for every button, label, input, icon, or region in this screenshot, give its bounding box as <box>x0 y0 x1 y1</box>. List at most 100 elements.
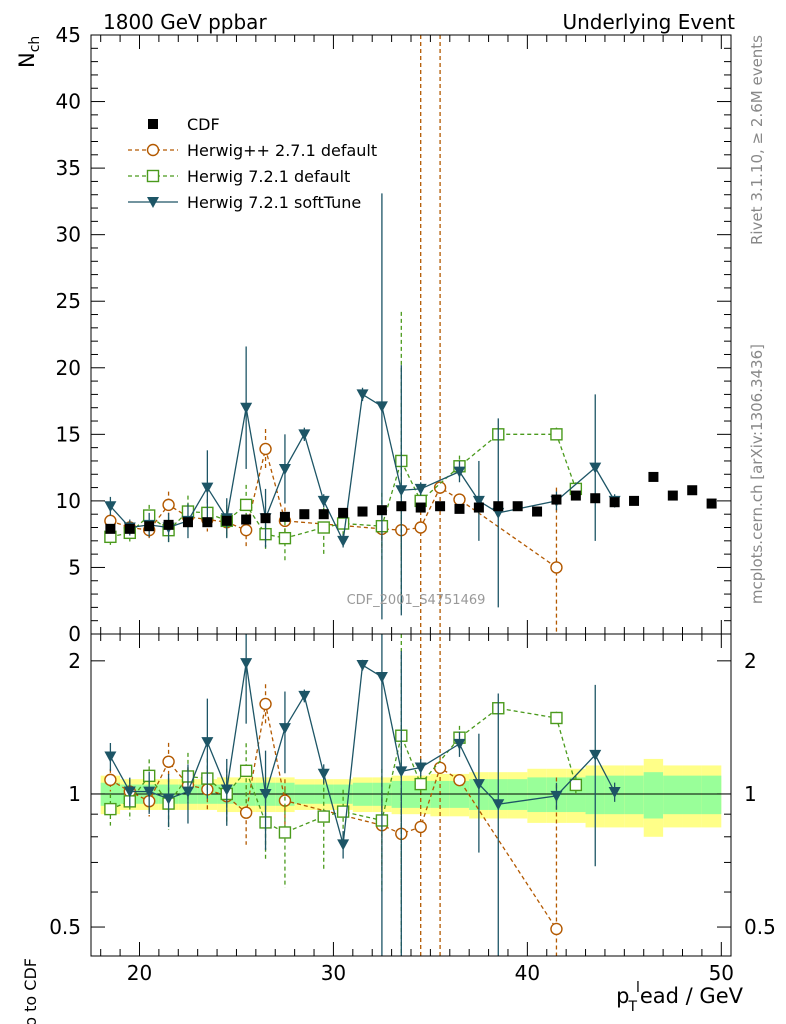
h72-ratio-point <box>104 802 117 816</box>
cdf-point <box>532 506 543 517</box>
legend-marker-h7s <box>147 197 159 208</box>
cdf-point <box>396 501 407 512</box>
ratio-ylabel: Ratio to CDF <box>21 958 40 1024</box>
h7s-ratio-point <box>317 768 330 780</box>
x-tick-label: 50 <box>709 961 734 985</box>
ratio-y-tick-label: 2 <box>68 649 81 673</box>
h7s-ratio-point <box>201 737 214 749</box>
h7s-ratio-point <box>414 762 427 774</box>
cdf-point <box>435 501 446 512</box>
hpp-point <box>433 481 447 494</box>
h7s-ratio-point <box>298 690 311 702</box>
h7s-point <box>104 501 117 513</box>
main-panel-series <box>104 193 717 634</box>
cdf-point <box>124 523 135 534</box>
cdf-point <box>299 509 310 520</box>
h7s-point <box>240 402 253 414</box>
cdf-point <box>473 502 484 513</box>
h7s-point <box>337 535 350 547</box>
h7s-ratio-point <box>492 799 505 811</box>
legend: CDF Herwig++ 2.7.1 default Herwig 7.2.1 de… <box>128 115 377 212</box>
h7s-ratio-point <box>278 723 291 735</box>
hpp-point <box>259 442 272 456</box>
main-ylabel: Nch <box>15 36 43 68</box>
hpp-ratio-point <box>414 820 427 834</box>
main-y-tick-label: 30 <box>56 223 81 247</box>
legend-marker-cdf <box>148 119 158 129</box>
x-tick-label: 20 <box>127 961 152 985</box>
legend-label-h7s: Herwig 7.2.1 softTune <box>187 193 361 212</box>
cdf-point <box>105 523 116 534</box>
cdf-point <box>648 471 659 482</box>
h7s-ratio-point <box>143 786 156 798</box>
ratio-y-tick-label-right: 1 <box>744 782 757 806</box>
ratio-y-tick-label: 0.5 <box>49 915 81 939</box>
cdf-point <box>512 501 523 512</box>
h7s-ratio-point <box>472 779 485 791</box>
cdf-point <box>318 509 329 520</box>
hpp-ratio-point <box>433 761 447 774</box>
cdf-point <box>454 503 465 514</box>
mcplots-label: mcplots.cern.ch [arXiv:1306.3436] <box>748 344 766 604</box>
legend-label-cdf: CDF <box>187 115 220 134</box>
cdf-point <box>338 507 349 518</box>
main-y-tick-label: 35 <box>56 156 81 180</box>
hpp-point <box>550 561 563 574</box>
cdf-point <box>357 506 368 517</box>
main-y-tick-label: 20 <box>56 356 81 380</box>
cdf-point <box>221 515 232 526</box>
x-axis-label: pTlead / GeV <box>616 980 744 1015</box>
h7s-ratio-point <box>240 658 253 670</box>
h72-ratio-point <box>336 805 350 818</box>
header-right: Underlying Event <box>562 10 735 34</box>
h72-point <box>239 498 253 512</box>
h7s-ratio-point <box>589 749 602 761</box>
hpp-point <box>162 498 175 512</box>
rivet-label: Rivet 3.1.10, ≥ 2.6M events <box>748 35 766 245</box>
cdf-point <box>706 498 717 509</box>
main-y-tick-label: 25 <box>56 289 81 313</box>
cdf-point <box>667 490 678 501</box>
main-y-tick-label: 15 <box>56 422 81 446</box>
main-y-tick-label: 45 <box>56 23 81 47</box>
header-left: 1800 GeV ppbar <box>103 10 267 34</box>
h7s-ratio-point <box>104 751 117 763</box>
axis-ticks: 20 30 40 50 0 5 10 15 20 25 30 35 40 45 0.5 0.5 1 1 2 2 <box>49 23 776 985</box>
band-inner-bin <box>507 779 528 810</box>
hpp-point <box>453 493 466 506</box>
h7s-point <box>589 462 602 474</box>
cdf-point <box>687 485 698 496</box>
h72-ratio-point <box>414 777 427 791</box>
main-y-tick-label: 10 <box>56 489 81 513</box>
cdf-point <box>551 494 562 505</box>
h7s-point <box>201 482 214 494</box>
main-y-tick-label: 0 <box>68 622 81 646</box>
cdf-point <box>570 490 581 501</box>
h72-point <box>317 521 330 534</box>
hpp-ratio-point <box>453 773 466 787</box>
hpp-ratio-point <box>239 806 253 819</box>
h7s-point <box>453 466 466 478</box>
h72-ratio-point <box>550 711 563 725</box>
h7s-ratio-point <box>375 671 388 683</box>
h72-ratio-point <box>569 778 583 792</box>
h72-ratio-point <box>317 810 330 823</box>
cdf-point <box>182 517 193 528</box>
cdf-point <box>376 505 387 516</box>
cdf-point <box>493 501 504 512</box>
legend-label-h72: Herwig 7.2.1 default <box>187 167 350 186</box>
h7s-point <box>395 485 408 497</box>
ratio-panel-series <box>104 634 621 956</box>
h7s-point <box>414 483 427 495</box>
hpp-ratio-point <box>259 697 272 711</box>
h7s-ratio-point <box>550 790 563 802</box>
h7s-ratio-point <box>356 660 369 672</box>
hpp-ratio-point <box>162 755 175 768</box>
ratio-y-tick-label-right: 0.5 <box>744 915 776 939</box>
cdf-point <box>609 497 620 508</box>
band-inner-bin <box>663 775 683 815</box>
h7s-point <box>278 463 291 475</box>
h72-point <box>336 517 350 530</box>
cdf-point <box>415 502 426 513</box>
hpp-point <box>239 523 253 537</box>
